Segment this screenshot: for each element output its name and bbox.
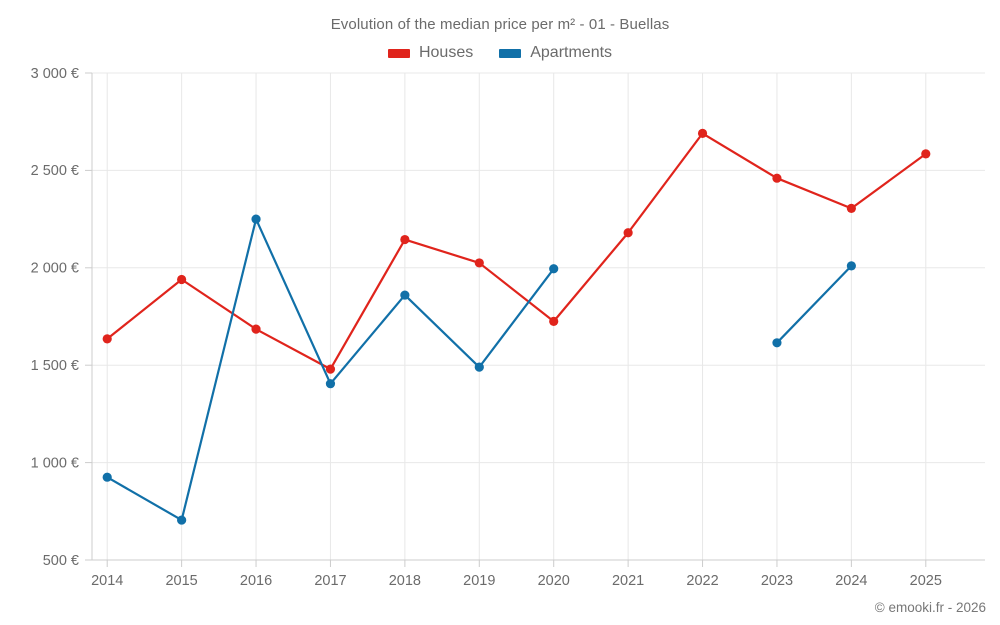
data-point[interactable] bbox=[549, 264, 559, 274]
x-axis-label: 2023 bbox=[761, 573, 793, 589]
data-point[interactable] bbox=[474, 258, 484, 268]
data-point[interactable] bbox=[325, 364, 336, 374]
x-axis-label: 2018 bbox=[389, 573, 421, 589]
legend-item-apartments[interactable]: Apartments bbox=[499, 44, 612, 62]
series-line bbox=[106, 132, 927, 371]
data-point[interactable] bbox=[325, 379, 336, 389]
data-point[interactable] bbox=[697, 128, 708, 138]
data-point[interactable] bbox=[772, 338, 782, 348]
legend-swatch-icon bbox=[387, 48, 410, 58]
x-axis-label: 2019 bbox=[463, 573, 495, 589]
series-houses bbox=[102, 128, 931, 374]
data-point[interactable] bbox=[400, 234, 410, 245]
y-axis-label: 1 500 € bbox=[31, 358, 79, 374]
x-axis-label: 2014 bbox=[91, 573, 123, 589]
data-point[interactable] bbox=[400, 290, 410, 300]
x-axis-label: 2020 bbox=[538, 573, 570, 589]
x-axis-label: 2022 bbox=[686, 573, 718, 589]
y-axis-label: 3 000 € bbox=[31, 66, 79, 82]
data-point[interactable] bbox=[177, 515, 187, 525]
x-axis-label: 2025 bbox=[910, 573, 942, 589]
data-point[interactable] bbox=[251, 324, 261, 334]
y-axis-label: 2 000 € bbox=[31, 261, 79, 277]
data-point[interactable] bbox=[102, 472, 112, 482]
chart-title: Evolution of the median price per m² - 0… bbox=[330, 16, 670, 33]
legend-label-apartments: Apartments bbox=[530, 44, 613, 61]
x-axis-label: 2024 bbox=[835, 573, 867, 589]
y-axis-label: 1 000 € bbox=[31, 455, 79, 471]
legend-item-houses[interactable]: Houses bbox=[387, 44, 474, 62]
data-point[interactable] bbox=[846, 261, 856, 271]
data-point[interactable] bbox=[251, 214, 261, 224]
data-point[interactable] bbox=[177, 274, 187, 285]
data-point[interactable] bbox=[102, 334, 112, 344]
copyright-credit: © emooki.fr - 2026 bbox=[874, 600, 986, 615]
x-axis-label: 2016 bbox=[240, 573, 272, 589]
x-axis-label: 2015 bbox=[165, 573, 197, 589]
legend-swatch-icon bbox=[499, 48, 522, 58]
series-apartments bbox=[102, 214, 856, 525]
data-point[interactable] bbox=[474, 362, 484, 372]
y-axis-label: 500 € bbox=[43, 553, 79, 569]
series-line bbox=[775, 264, 853, 344]
chart-legend: Houses Apartments bbox=[0, 44, 1000, 62]
x-axis-label: 2017 bbox=[314, 573, 346, 589]
data-point[interactable] bbox=[549, 316, 559, 326]
data-point[interactable] bbox=[772, 173, 782, 183]
legend-label-houses: Houses bbox=[418, 44, 474, 61]
x-axis-label: 2021 bbox=[612, 573, 644, 589]
data-point[interactable] bbox=[846, 203, 856, 213]
data-point[interactable] bbox=[623, 228, 633, 238]
y-axis-label: 2 500 € bbox=[31, 163, 79, 179]
data-point[interactable] bbox=[921, 149, 931, 159]
